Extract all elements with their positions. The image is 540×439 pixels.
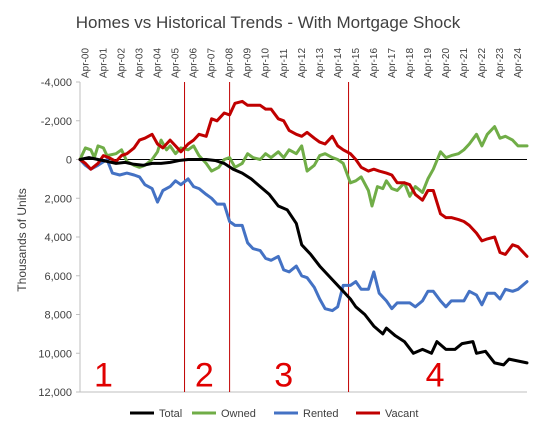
x-tick-label: Apr-05: [171, 48, 182, 78]
period-number: 4: [426, 357, 445, 395]
legend: Total Owned Rented Vacant: [130, 408, 418, 420]
period-number: 3: [274, 357, 293, 395]
x-tick-label: Apr-06: [189, 48, 200, 78]
x-tick-label: Apr-08: [225, 48, 236, 78]
legend-label-rented: Rented: [303, 408, 338, 420]
x-tick-label: Apr-22: [477, 48, 488, 78]
x-tick-label: Apr-20: [441, 48, 452, 78]
period-markers: [184, 82, 350, 392]
series-group: [78, 99, 529, 367]
x-tick-label: Apr-03: [135, 48, 146, 78]
y-tick-label: -4,000: [41, 77, 72, 89]
y-tick-label: 8,000: [44, 310, 72, 322]
series-line-vacant: [78, 99, 529, 258]
y-tick-label: 10,000: [38, 348, 72, 360]
y-axis-label: Thousands of Units: [15, 188, 29, 291]
y-axis: -4,000 -2,000 0 2,000 4,000 6,000 8,000 10,000 1…: [38, 77, 80, 399]
y-tick-label: 2,000: [44, 193, 72, 205]
x-tick-label: Apr-13: [315, 48, 326, 78]
series-line-total: [78, 156, 529, 367]
x-tick-label: Apr-02: [117, 48, 128, 78]
x-tick-label: Apr-09: [243, 48, 254, 78]
period-number: 1: [94, 357, 113, 395]
x-tick-label: Apr-14: [333, 48, 344, 78]
x-tick-label: Apr-12: [297, 48, 308, 78]
x-tick-label: Apr-00: [81, 48, 92, 78]
x-tick-label: Apr-19: [423, 48, 434, 78]
y-tick-label: 12,000: [38, 387, 72, 399]
x-tick-label: Apr-17: [387, 48, 398, 78]
x-tick-label: Apr-07: [207, 48, 218, 78]
x-tick-label: Apr-04: [153, 48, 164, 78]
x-axis: Apr-00 Apr-01 Apr-02 Apr-03 Apr-04 Apr-05 Apr-…: [81, 48, 525, 78]
legend-label-total: Total: [159, 408, 182, 420]
legend-label-owned: Owned: [221, 408, 256, 420]
x-tick-label: Apr-18: [405, 48, 416, 78]
x-tick-label: Apr-21: [459, 48, 470, 78]
y-tick-label: 6,000: [44, 271, 72, 283]
chart-title: Homes vs Historical Trends - With Mortga…: [76, 13, 461, 32]
x-tick-label: Apr-01: [99, 48, 110, 78]
y-tick-label: -2,000: [41, 116, 72, 128]
series-line-rented: [78, 158, 529, 313]
x-tick-label: Apr-10: [261, 48, 272, 78]
y-tick-label: 4,000: [44, 232, 72, 244]
period-annotations: 1 2 3 4: [94, 357, 445, 395]
legend-label-vacant: Vacant: [385, 408, 418, 420]
x-tick-label: Apr-15: [351, 48, 362, 78]
series-line-owned: [78, 125, 529, 208]
period-number: 2: [195, 357, 214, 395]
x-tick-label: Apr-24: [513, 48, 524, 78]
y-tick-label: 0: [66, 155, 72, 167]
x-tick-label: Apr-11: [279, 48, 290, 78]
x-tick-label: Apr-23: [495, 48, 506, 78]
x-tick-label: Apr-16: [369, 48, 380, 78]
